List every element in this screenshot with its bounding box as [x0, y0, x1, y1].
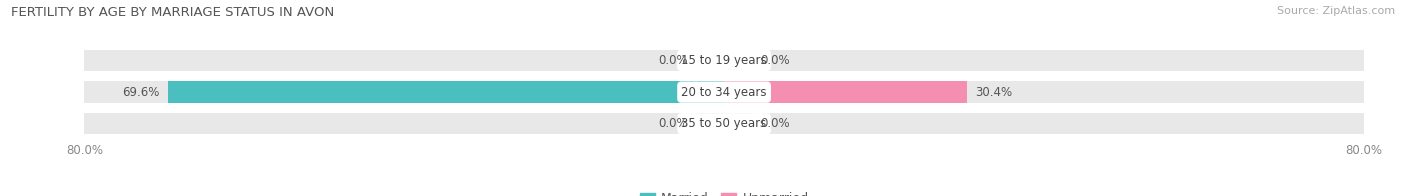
Bar	[167, 81, 724, 103]
Text: 69.6%: 69.6%	[122, 86, 159, 99]
Bar	[724, 50, 752, 71]
Text: 0.0%: 0.0%	[658, 54, 688, 67]
Text: 0.0%: 0.0%	[761, 54, 790, 67]
Bar	[84, 113, 1364, 134]
Text: 0.0%: 0.0%	[658, 117, 688, 130]
Text: Source: ZipAtlas.com: Source: ZipAtlas.com	[1277, 6, 1395, 16]
Bar	[696, 50, 724, 71]
Bar	[84, 50, 1364, 71]
Text: 30.4%: 30.4%	[976, 86, 1012, 99]
Bar	[724, 81, 967, 103]
Text: 20 to 34 years: 20 to 34 years	[682, 86, 766, 99]
Text: 0.0%: 0.0%	[761, 117, 790, 130]
Text: FERTILITY BY AGE BY MARRIAGE STATUS IN AVON: FERTILITY BY AGE BY MARRIAGE STATUS IN A…	[11, 6, 335, 19]
Bar	[696, 113, 724, 134]
Text: 35 to 50 years: 35 to 50 years	[682, 117, 766, 130]
Bar	[724, 113, 752, 134]
Bar	[84, 81, 1364, 103]
Text: 15 to 19 years: 15 to 19 years	[682, 54, 766, 67]
Legend: Married, Unmarried: Married, Unmarried	[640, 192, 808, 196]
